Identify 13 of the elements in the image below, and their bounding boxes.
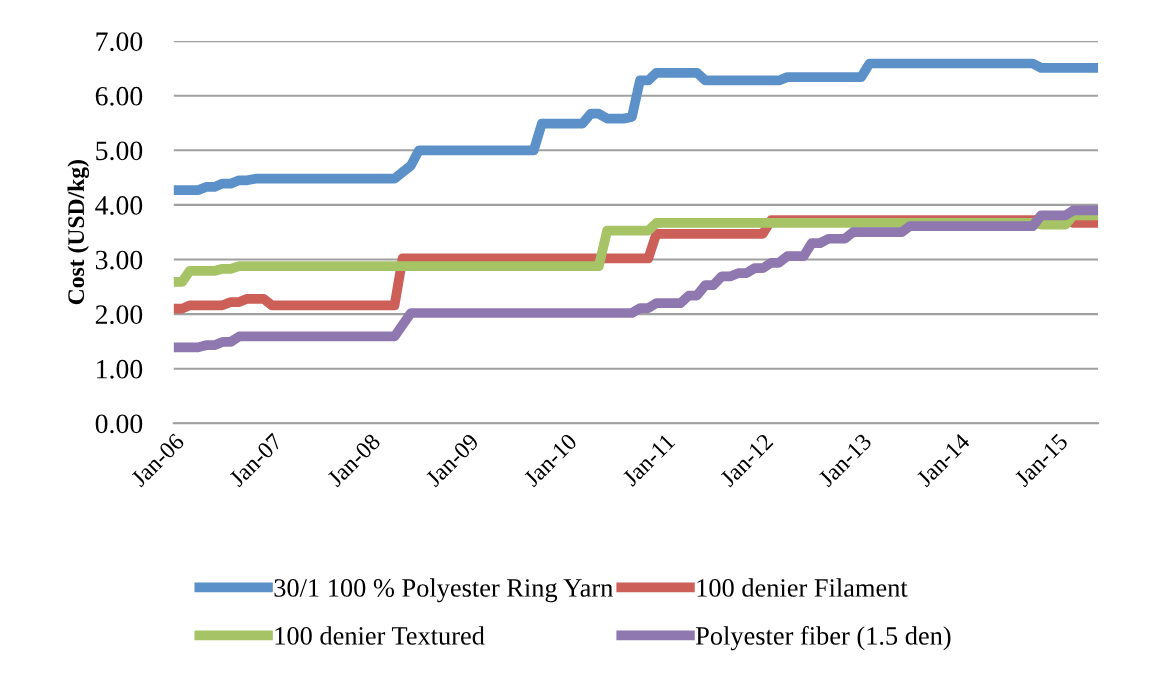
y-tick-label: 5.00 <box>96 141 143 161</box>
y-axis-title: Cost (USD/kg) <box>67 160 90 305</box>
y-tick-label: 1.00 <box>97 359 143 379</box>
y-tick-label: 0.00 <box>95 414 143 434</box>
y-tick-label: 7.00 <box>96 32 143 52</box>
legend-label: Polyester fiber (1.5 den) <box>695 625 951 651</box>
y-tick-label: 6.00 <box>95 86 143 106</box>
y-tick-label: 2.00 <box>95 305 143 325</box>
y-tick-label: 3.00 <box>95 250 143 270</box>
y-tick-label: 4.00 <box>95 196 143 215</box>
legend-label: 100 denier Textured <box>275 626 485 645</box>
legend-label: 100 denier Filament <box>697 578 908 597</box>
legend-label: 30/1 100 % Polyester Ring Yarn <box>274 578 613 603</box>
